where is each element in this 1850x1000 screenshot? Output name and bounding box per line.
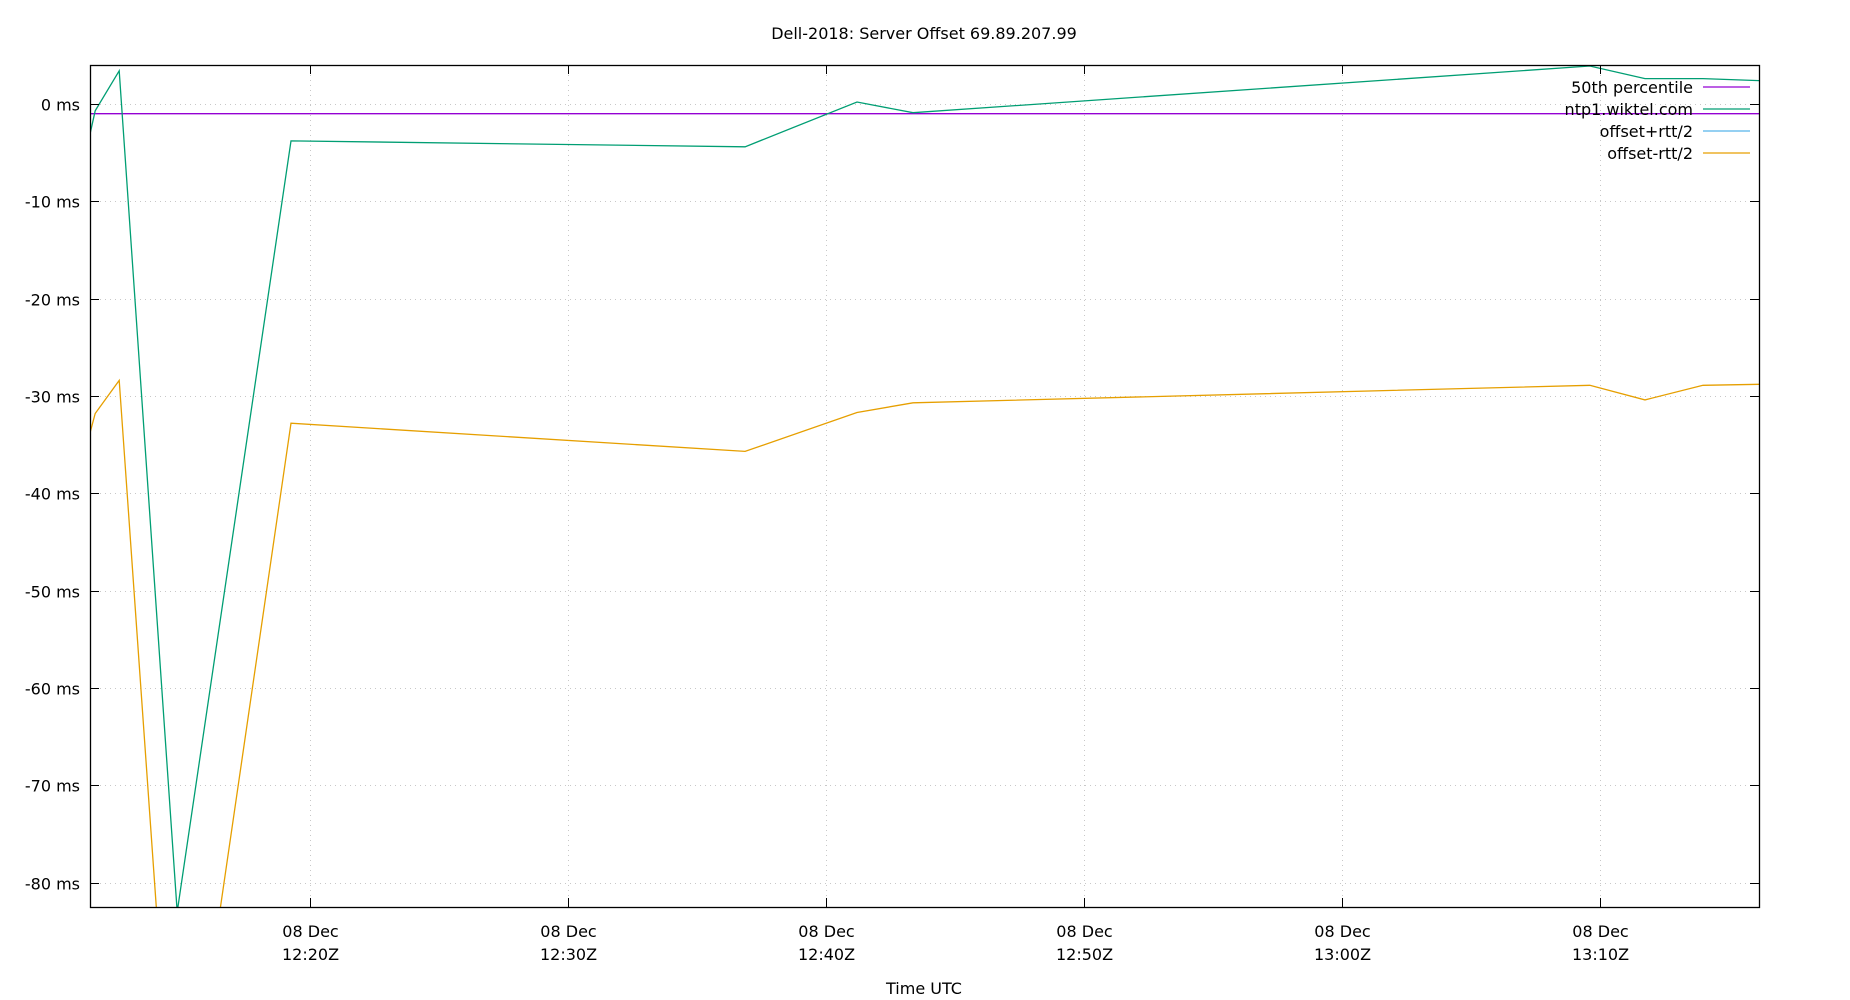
- grid: [90, 65, 1759, 907]
- y-tick-label: -20 ms: [25, 291, 80, 310]
- y-tick-label: -80 ms: [25, 875, 80, 894]
- legend: 50th percentile ntp1.wiktel.com offset+rtt…: [1565, 78, 1750, 163]
- x-tick-label: 08 Dec: [540, 922, 596, 941]
- x-axis-label: Time UTC: [885, 979, 962, 998]
- x-axis: 08 Dec 12:20Z 08 Dec 12:30Z 08 Dec 12:40Z 08 D…: [282, 65, 1629, 964]
- legend-label: ntp1.wiktel.com: [1565, 100, 1693, 119]
- x-tick-label: 13:00Z: [1314, 945, 1371, 964]
- legend-label: offset+rtt/2: [1600, 122, 1693, 141]
- y-tick-label: -40 ms: [25, 485, 80, 504]
- x-tick-label: 08 Dec: [282, 922, 338, 941]
- y-axis: 0 ms -10 ms -20 ms -30 ms -40 ms -50 ms -60 ms…: [25, 96, 1759, 894]
- axes: [89, 64, 1761, 909]
- y-tick-label: -70 ms: [25, 777, 80, 796]
- y-tick-label: -10 ms: [25, 193, 80, 212]
- legend-label: offset-rtt/2: [1607, 144, 1693, 163]
- chart-title: Dell-2018: Server Offset 69.89.207.99: [771, 24, 1077, 43]
- x-tick-label: 13:10Z: [1572, 945, 1629, 964]
- series-lines: [90, 65, 1759, 907]
- y-tick-label: 0 ms: [41, 96, 80, 115]
- x-tick-label: 12:20Z: [282, 945, 339, 964]
- y-tick-label: -50 ms: [25, 583, 80, 602]
- legend-label: 50th percentile: [1571, 78, 1693, 97]
- x-tick-label: 08 Dec: [1314, 922, 1370, 941]
- y-tick-label: -30 ms: [25, 388, 80, 407]
- x-tick-label: 08 Dec: [1056, 922, 1112, 941]
- plot-border: [89, 64, 1761, 909]
- x-tick-label: 08 Dec: [798, 922, 854, 941]
- y-tick-label: -60 ms: [25, 680, 80, 699]
- x-tick-label: 08 Dec: [1572, 922, 1628, 941]
- x-tick-label: 12:40Z: [798, 945, 855, 964]
- series-line: [90, 378, 1759, 907]
- x-tick-label: 12:50Z: [1056, 945, 1113, 964]
- series-line: [90, 65, 1759, 907]
- x-tick-label: 12:30Z: [540, 945, 597, 964]
